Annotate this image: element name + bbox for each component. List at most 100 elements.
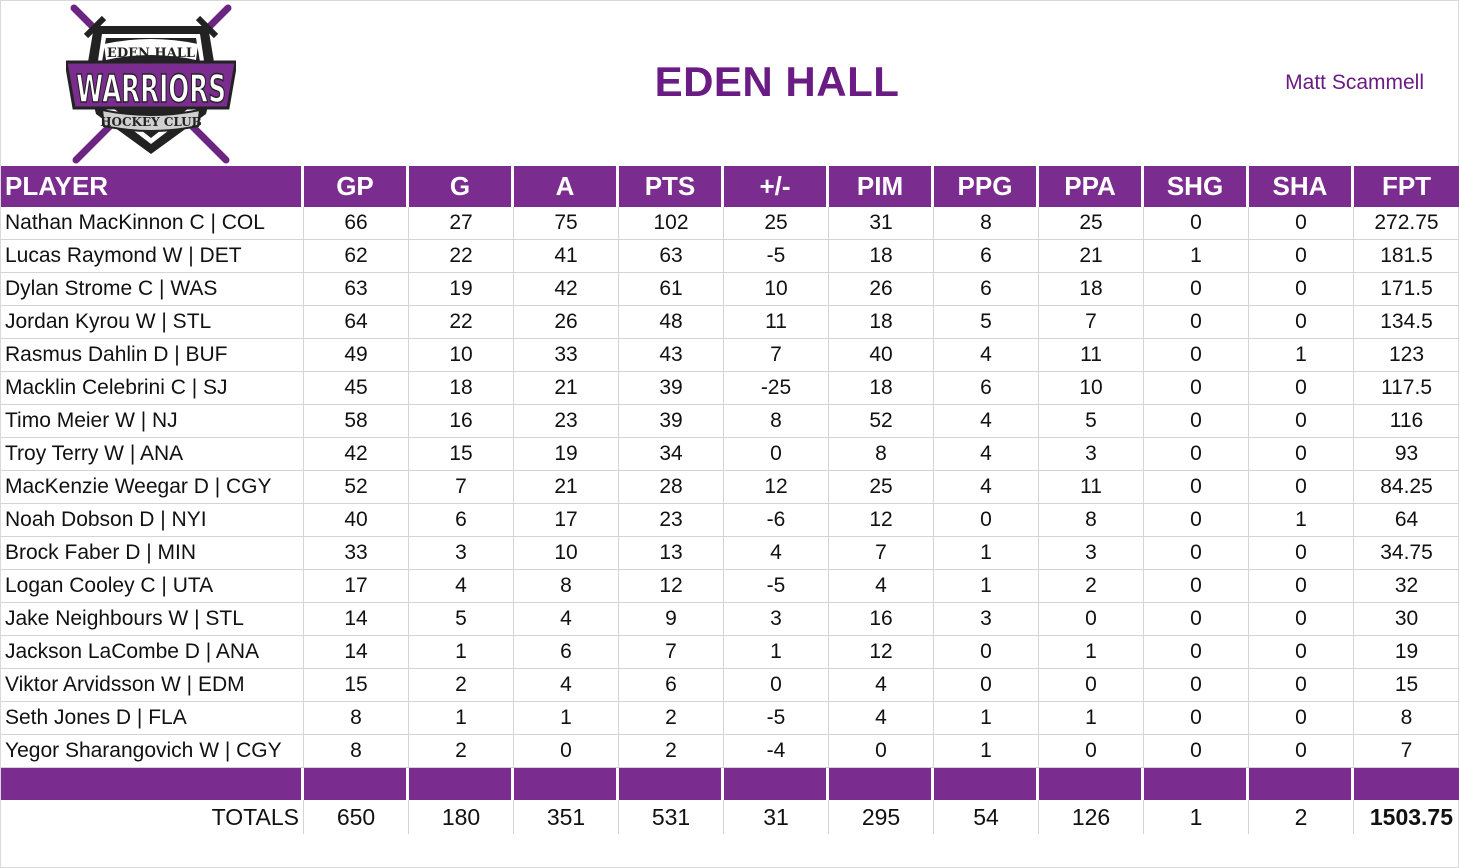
stat-cell: -6 [724, 504, 829, 537]
stat-cell: 2 [1039, 570, 1144, 603]
player-name-cell: Lucas Raymond W | DET [1, 240, 304, 273]
stat-cell: 41 [514, 240, 619, 273]
total-stat-cell: 126 [1039, 800, 1144, 834]
player-name-cell: Macklin Celebrini C | SJ [1, 372, 304, 405]
divider-cell [514, 768, 619, 800]
stat-cell: 1 [409, 636, 514, 669]
stat-cell: 171.5 [1354, 273, 1459, 306]
stat-cell: 25 [1039, 207, 1144, 240]
column-header-stat: A [514, 166, 619, 207]
stat-cell: 12 [829, 504, 934, 537]
divider-cell [829, 768, 934, 800]
stat-cell: 22 [409, 306, 514, 339]
total-stat-cell: 295 [829, 800, 934, 834]
stat-cell: 7 [724, 339, 829, 372]
stat-cell: 31 [829, 207, 934, 240]
stat-cell: 61 [619, 273, 724, 306]
stat-cell: 40 [304, 504, 409, 537]
stat-cell: 0 [934, 669, 1039, 702]
stat-cell: 18 [829, 306, 934, 339]
stat-cell: 52 [829, 405, 934, 438]
stat-cell: 12 [619, 570, 724, 603]
stat-cell: 4 [934, 405, 1039, 438]
column-header-stat: G [409, 166, 514, 207]
total-stat-cell: 351 [514, 800, 619, 834]
stat-cell: 42 [514, 273, 619, 306]
stat-cell: 8 [304, 702, 409, 735]
stat-cell: 33 [514, 339, 619, 372]
player-name-cell: Nathan MacKinnon C | COL [1, 207, 304, 240]
stat-cell: 0 [1249, 636, 1354, 669]
column-header-stat: GP [304, 166, 409, 207]
total-stat-cell: 1 [1144, 800, 1249, 834]
stat-cell: 93 [1354, 438, 1459, 471]
stat-cell: 5 [1039, 405, 1144, 438]
stat-cell: 32 [1354, 570, 1459, 603]
stat-cell: 6 [934, 372, 1039, 405]
stat-cell: 6 [934, 273, 1039, 306]
stat-cell: 52 [304, 471, 409, 504]
stat-cell: 43 [619, 339, 724, 372]
stat-cell: 34 [619, 438, 724, 471]
stat-cell: 0 [1144, 669, 1249, 702]
stat-cell: 0 [1144, 339, 1249, 372]
stat-cell: 19 [409, 273, 514, 306]
stat-cell: 1 [934, 537, 1039, 570]
stat-cell: 0 [1039, 603, 1144, 636]
stat-cell: 1 [934, 570, 1039, 603]
stat-cell: -4 [724, 735, 829, 768]
divider-cell [1144, 768, 1249, 800]
stat-cell: 4 [514, 603, 619, 636]
stat-cell: 0 [1144, 306, 1249, 339]
stat-cell: 25 [829, 471, 934, 504]
stat-cell: 117.5 [1354, 372, 1459, 405]
stat-cell: 0 [1144, 603, 1249, 636]
stat-cell: 1 [934, 735, 1039, 768]
stat-cell: 0 [1249, 207, 1354, 240]
stat-cell: 14 [304, 636, 409, 669]
stat-cell: 0 [934, 636, 1039, 669]
stat-cell: 75 [514, 207, 619, 240]
table-row: Logan Cooley C | UTA 17 4 8 12 -5 4 1 2 0 0 32 [1, 570, 1459, 603]
table-header-row: PLAYER GP G A PTS +/- PIM PPG PPA SHG SHA FPT [1, 166, 1459, 207]
column-header-stat: +/- [724, 166, 829, 207]
stat-cell: 4 [934, 471, 1039, 504]
stat-cell: 7 [619, 636, 724, 669]
stat-cell: 48 [619, 306, 724, 339]
stat-cell: 18 [829, 240, 934, 273]
stat-cell: 272.75 [1354, 207, 1459, 240]
player-name-cell: Noah Dobson D | NYI [1, 504, 304, 537]
stat-cell: 1 [724, 636, 829, 669]
stat-cell: 49 [304, 339, 409, 372]
column-header-stat: PPG [934, 166, 1039, 207]
stat-cell: 0 [1144, 372, 1249, 405]
table-row: Troy Terry W | ANA 42 15 19 34 0 8 4 3 0 0 93 [1, 438, 1459, 471]
total-stat-cell: 2 [1249, 800, 1354, 834]
stat-cell: 2 [409, 669, 514, 702]
stat-cell: 4 [829, 669, 934, 702]
stat-cell: 84.25 [1354, 471, 1459, 504]
stat-cell: 0 [1249, 372, 1354, 405]
stat-cell: 2 [619, 735, 724, 768]
player-name-cell: Viktor Arvidsson W | EDM [1, 669, 304, 702]
stat-cell: 0 [1249, 603, 1354, 636]
divider-cell [724, 768, 829, 800]
player-name-cell: Jackson LaCombe D | ANA [1, 636, 304, 669]
table-row: Dylan Strome C | WAS 63 19 42 61 10 26 6 18 0 0 171… [1, 273, 1459, 306]
stat-cell: 8 [514, 570, 619, 603]
player-name-cell: Brock Faber D | MIN [1, 537, 304, 570]
stat-cell: 8 [829, 438, 934, 471]
stat-cell: 64 [1354, 504, 1459, 537]
table-row: Jackson LaCombe D | ANA 14 1 6 7 1 12 0 1 0 0 19 [1, 636, 1459, 669]
stat-cell: 64 [304, 306, 409, 339]
stat-cell: 3 [724, 603, 829, 636]
stat-cell: 5 [409, 603, 514, 636]
stat-cell: 3 [934, 603, 1039, 636]
svg-text:WARRIORS: WARRIORS [76, 67, 226, 111]
table-row: Viktor Arvidsson W | EDM 15 2 4 6 0 4 0 0 0 0 15 [1, 669, 1459, 702]
stat-cell: 123 [1354, 339, 1459, 372]
player-name-cell: Seth Jones D | FLA [1, 702, 304, 735]
stat-cell: 7 [409, 471, 514, 504]
player-name-cell: Troy Terry W | ANA [1, 438, 304, 471]
stat-cell: 21 [1039, 240, 1144, 273]
